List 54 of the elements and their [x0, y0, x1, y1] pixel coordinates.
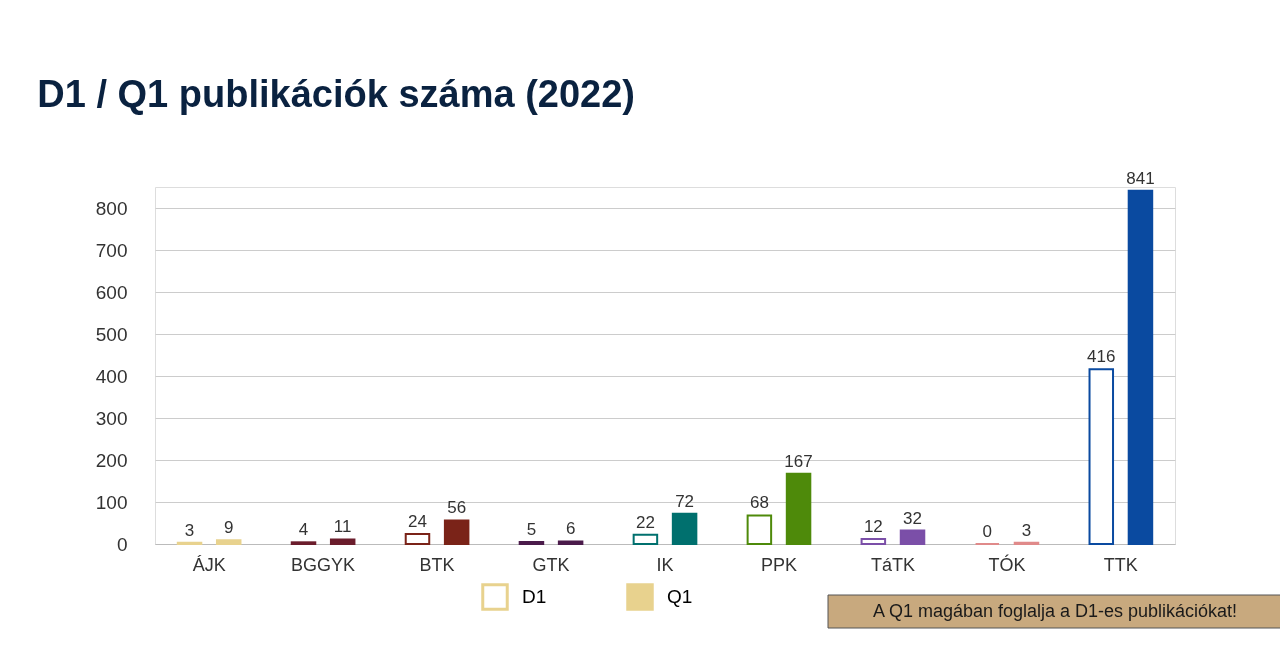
data-label: 3 [1021, 520, 1032, 540]
data-label: 4 [298, 520, 309, 540]
y-tick-label: 100 [95, 491, 128, 513]
text: A Q1 magában foglalja a D1-es publikációkat! [872, 601, 1238, 621]
bar [1127, 189, 1154, 545]
legend-label: Q1 [667, 586, 693, 607]
x-tick-label: PPK [760, 554, 797, 575]
bar [404, 532, 431, 545]
bar [785, 472, 812, 545]
bar [443, 519, 470, 545]
x-tick-label: IK [656, 554, 674, 575]
bar [518, 540, 545, 545]
bar [746, 514, 773, 545]
data-label: 3 [184, 520, 195, 540]
data-label: 22 [635, 512, 655, 532]
data-label: 32 [903, 508, 922, 528]
data-label: 56 [447, 498, 467, 518]
data-label: 11 [333, 517, 352, 537]
data-label: 9 [223, 518, 234, 538]
data-label: 6 [565, 519, 576, 539]
data-label: 68 [749, 493, 769, 513]
bar [899, 529, 926, 545]
x-tick-label: TTK [1103, 554, 1138, 575]
y-tick-label: 600 [95, 281, 128, 303]
x-tick-label: BGGYK [291, 554, 356, 575]
x-tick-label: TáTK [870, 554, 915, 575]
bar [671, 512, 698, 545]
chart-title: D1 / Q1 publikációk száma (2022) [37, 72, 635, 115]
legend-label: D1 [522, 586, 547, 607]
y-tick-label: 200 [95, 449, 128, 471]
y-tick-label: 800 [95, 197, 128, 219]
data-label: 416 [1087, 347, 1116, 367]
bar [1088, 368, 1115, 545]
y-tick-label: 300 [95, 407, 128, 429]
bar [215, 539, 242, 545]
x-tick-label: BTK [419, 554, 455, 575]
data-label: 0 [982, 522, 993, 541]
bar [632, 533, 659, 545]
x-tick-label: TÓK [988, 553, 1026, 575]
bar [329, 538, 356, 545]
y-tick-label: 700 [95, 239, 128, 261]
y-tick-label: 400 [95, 365, 128, 387]
data-label: 24 [408, 511, 427, 531]
x-tick-label: GTK [532, 554, 570, 575]
bar [557, 540, 584, 545]
data-label: 72 [675, 491, 695, 511]
data-label: 167 [784, 451, 813, 471]
data-label: 5 [526, 519, 537, 539]
y-tick-label: 500 [95, 323, 128, 345]
y-tick-label: 0 [116, 533, 128, 555]
data-label: 12 [863, 516, 883, 536]
data-label: 841 [1126, 168, 1155, 188]
x-tick-label: ÁJK [192, 554, 226, 575]
bar [860, 537, 887, 545]
